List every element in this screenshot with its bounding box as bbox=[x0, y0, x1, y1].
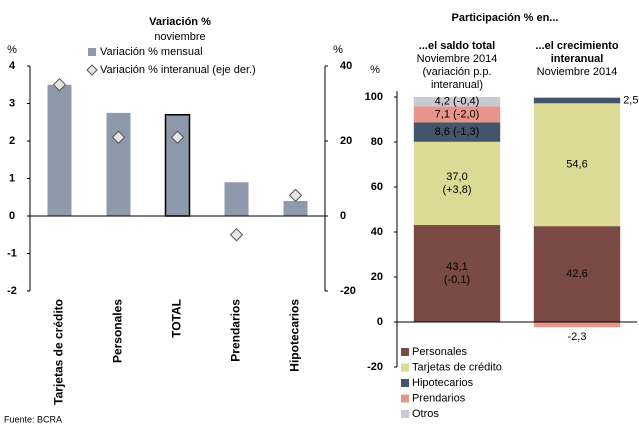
category-header: ...el saldo total Noviembre 2014 (variació… bbox=[395, 40, 519, 92]
y-tick-label: -2 bbox=[7, 285, 17, 297]
value-label: -2,3 bbox=[568, 331, 587, 343]
value-label: 54,6 bbox=[566, 159, 587, 171]
y-tick-label: 2 bbox=[9, 135, 15, 147]
value-label: 7,1 (-2,0) bbox=[435, 108, 480, 120]
bar-segment bbox=[533, 97, 621, 104]
x-tick-label: Tarjetas de crédito bbox=[52, 299, 66, 405]
bar bbox=[283, 201, 308, 216]
y-tick-label: 40 bbox=[371, 226, 383, 238]
y-unit: % bbox=[7, 44, 17, 56]
y-tick-label: 20 bbox=[371, 271, 383, 283]
bar-segment bbox=[413, 122, 501, 142]
bar-segment bbox=[413, 141, 501, 226]
y-tick-label: 100 bbox=[365, 91, 383, 103]
legend-swatch bbox=[401, 379, 409, 387]
value-label: 8,6 (-1,3) bbox=[435, 126, 480, 138]
chart-subtitle: noviembre bbox=[154, 31, 205, 43]
x-tick-label: Personales bbox=[111, 299, 125, 363]
chart-title: Variación % bbox=[149, 16, 211, 28]
bar bbox=[47, 84, 72, 216]
y-tick-label: 4 bbox=[9, 60, 16, 72]
category-label: ...el crecimiento interanual bbox=[535, 40, 619, 65]
marker bbox=[52, 78, 67, 92]
y-tick-label: 3 bbox=[9, 97, 15, 109]
category-header: ...el crecimiento interanual Noviembre 20… bbox=[515, 40, 639, 79]
marker bbox=[229, 228, 244, 242]
legend-label: Tarjetas de crédito bbox=[412, 361, 502, 373]
legend-label: Prendarios bbox=[412, 392, 466, 404]
category-note: (variación p.p. interanual) bbox=[422, 66, 492, 91]
marker bbox=[111, 130, 126, 144]
source: Fuente: BCRA bbox=[4, 414, 62, 424]
legend-swatch bbox=[401, 363, 409, 372]
category-note: Noviembre 2014 bbox=[416, 53, 498, 65]
y-tick-label: -1 bbox=[7, 247, 17, 259]
y2-tick-label: -20 bbox=[340, 285, 356, 297]
marker bbox=[288, 188, 303, 203]
y-tick-label: 0 bbox=[377, 316, 383, 328]
y-tick-label: -20 bbox=[367, 361, 383, 373]
bar-segment bbox=[413, 225, 501, 322]
y2-tick-label: 40 bbox=[340, 60, 352, 72]
bar-segment bbox=[413, 97, 501, 107]
y-unit: % bbox=[370, 64, 380, 76]
y2-tick-label: 20 bbox=[340, 135, 352, 147]
legend-label: Otros bbox=[412, 408, 439, 420]
y-tick-label: 80 bbox=[371, 136, 383, 148]
value-label: 42,6 bbox=[566, 268, 587, 280]
x-tick-label: Hipotecarios bbox=[288, 299, 302, 372]
bar bbox=[164, 114, 191, 217]
y2-unit: % bbox=[333, 44, 343, 56]
value-label: 2,5 bbox=[623, 94, 638, 106]
legend-label: Hipotecarios bbox=[412, 377, 474, 389]
y-tick-label: 1 bbox=[9, 172, 15, 184]
bar-segment bbox=[413, 106, 501, 123]
legend-swatch bbox=[401, 348, 409, 356]
chart-title: Participación % en... bbox=[452, 12, 559, 24]
legend-label: Variación % mensual bbox=[100, 46, 203, 58]
marker bbox=[170, 130, 185, 144]
bar bbox=[106, 112, 131, 216]
bar bbox=[224, 182, 249, 216]
y-tick-label: 0 bbox=[9, 210, 15, 222]
legend-label: Variación % interanual (eje der.) bbox=[100, 64, 256, 76]
legend-swatch bbox=[401, 394, 409, 403]
y-tick-label: 60 bbox=[371, 181, 383, 193]
legend-swatch bbox=[401, 410, 409, 418]
bar-segment bbox=[533, 226, 621, 322]
category-note: Noviembre 2014 bbox=[536, 66, 618, 78]
legend-swatch bbox=[86, 64, 98, 76]
y2-tick-label: 0 bbox=[340, 210, 346, 222]
value-label: 37,0 (+3,8) bbox=[442, 171, 471, 196]
x-tick-label: TOTAL bbox=[170, 299, 184, 338]
legend-label: Personales bbox=[412, 346, 468, 358]
legend-swatch bbox=[88, 48, 96, 56]
value-label: 43,1 (-0,1) bbox=[444, 261, 470, 286]
bar-segment bbox=[533, 103, 621, 227]
bar-segment bbox=[533, 322, 621, 328]
category-label: ...el saldo total bbox=[418, 40, 496, 52]
value-label: 4,2 (-0,4) bbox=[435, 96, 480, 108]
x-tick-label: Prendarios bbox=[229, 299, 243, 362]
